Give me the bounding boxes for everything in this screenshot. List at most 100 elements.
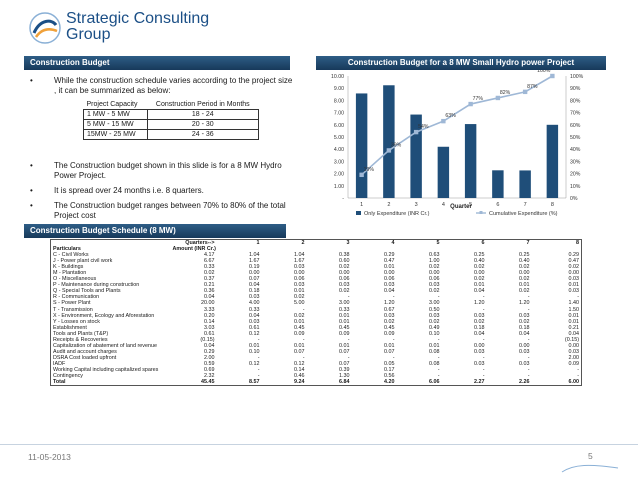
- y-left-tick-label: 4.00: [334, 147, 344, 153]
- cumulative-data-label: 63%: [445, 113, 456, 119]
- cumulative-point: [441, 118, 446, 124]
- value-cell: 0.07: [384, 348, 395, 355]
- value-cell: -: [527, 294, 530, 301]
- table-row: K - Buildings 0.33 0.19 0.03 0.02 0.01 0.02 0.0…: [51, 264, 582, 270]
- table-row: Capitalization of abatement of land reve…: [51, 343, 582, 349]
- bullet-glyph: •: [30, 161, 33, 170]
- table-row: P - Maintenance during construction 0.21 0…: [51, 282, 582, 288]
- value-cell: 0.04: [204, 342, 215, 349]
- value-cell: 0.07: [339, 360, 350, 367]
- capacity-row: 15MW - 25 MW 24 - 36: [83, 129, 260, 140]
- value-cell: -: [257, 373, 260, 380]
- value-cell: 0.00: [568, 342, 580, 349]
- value-cell: -: [577, 373, 579, 380]
- value-cell: 0.06: [294, 276, 305, 283]
- particular-cell: IADF: [53, 360, 66, 367]
- value-cell: -: [482, 294, 485, 301]
- value-cell: 0.03: [249, 294, 260, 301]
- y-left-tick-label: 5.00: [334, 135, 344, 141]
- bullet-text: It is spread over 24 months i.e. 8 quart…: [54, 186, 204, 195]
- particular-cell: Contingency: [53, 373, 83, 380]
- quarters-header-row: Quarters--> 1 2 3 4 5 6 7 8: [51, 240, 582, 247]
- value-cell: 0.02: [474, 318, 485, 325]
- cumulative-data-label: 82%: [500, 90, 511, 96]
- value-cell: 0.02: [519, 288, 530, 295]
- particular-cell: K - Buildings: [53, 264, 84, 271]
- x-tick-label: 5: [469, 202, 472, 208]
- cumulative-data-label: 54%: [418, 124, 429, 130]
- total-value-cell: 2.27: [474, 379, 485, 386]
- bullet-glyph: •: [30, 76, 33, 85]
- value-cell: 0.12: [294, 360, 305, 367]
- value-cell: 0.08: [429, 348, 440, 355]
- value-cell: -: [257, 366, 260, 373]
- value-cell: 4.00: [249, 300, 260, 307]
- value-cell: -: [482, 336, 485, 343]
- x-tick-label: 3: [415, 202, 418, 208]
- value-cell: 0.02: [339, 288, 350, 295]
- bullet-text: The Construction budget ranges between 7…: [54, 201, 286, 220]
- cumulative-point: [386, 148, 392, 153]
- y-left-tick-label: 6.00: [334, 123, 344, 129]
- value-cell: -: [577, 366, 579, 373]
- period-cell: 24 - 36: [146, 129, 260, 140]
- table-row: Tools and Plants (T&P) 0.61 0.12 0.09 0.09 0.…: [51, 331, 582, 337]
- value-cell: 0.01: [568, 312, 580, 319]
- x-tick-label: 4: [442, 202, 445, 208]
- value-cell: 0.38: [339, 252, 350, 259]
- x-tick-label: 6: [496, 202, 499, 208]
- cumulative-data-label: 39%: [391, 142, 402, 148]
- quarter-header-cell: 3: [346, 240, 350, 246]
- value-cell: -: [437, 354, 440, 361]
- value-cell: -: [527, 306, 530, 313]
- value-cell: 0.01: [568, 318, 580, 325]
- table-row: Contingency 2.32 - 0.46 1.30 0.56 - - - -: [51, 373, 582, 379]
- particulars-header-row: Particulars Amount (INR Cr.): [51, 246, 582, 252]
- footer-date: 11-05-2013: [28, 452, 71, 462]
- table-row: M - Plantation 0.02 0.00 0.00 0.00 0.00 0.00 0.…: [51, 270, 582, 276]
- value-cell: 0.03: [294, 282, 305, 289]
- value-cell: 0.03: [429, 312, 440, 319]
- total-value-cell: 45.45: [201, 379, 215, 386]
- capacity-cell: 15MW - 25 MW: [83, 129, 148, 140]
- value-cell: 0.14: [294, 366, 305, 373]
- y-left-tick-label: 3.00: [334, 159, 344, 165]
- value-cell: 0.33: [204, 264, 215, 271]
- value-cell: 0.07: [294, 348, 305, 355]
- value-cell: 0.40: [519, 258, 530, 265]
- value-cell: 0.01: [339, 342, 350, 349]
- y-right-tick-label: 20%: [570, 172, 581, 178]
- value-cell: 0.03: [519, 360, 530, 367]
- amount-label: Amount (INR Cr.): [172, 246, 216, 253]
- value-cell: 0.03: [568, 288, 580, 295]
- value-cell: 0.61: [249, 324, 260, 331]
- value-cell: -: [347, 336, 350, 343]
- value-cell: 1.20: [384, 300, 395, 307]
- cumulative-point: [522, 89, 528, 95]
- total-value-cell: 4.20: [384, 379, 395, 386]
- particular-cell: C - Civil Works: [53, 252, 89, 259]
- total-value-cell: 6.06: [429, 379, 440, 386]
- value-cell: 0.09: [568, 360, 580, 367]
- value-cell: 0.03: [474, 312, 485, 319]
- quarter-header-cell: 5: [436, 240, 440, 246]
- value-cell: 0.01: [474, 282, 485, 289]
- value-cell: 0.02: [519, 276, 530, 283]
- value-cell: 0.12: [249, 360, 260, 367]
- value-cell: 1.50: [568, 306, 580, 313]
- chart-bar: [355, 93, 368, 198]
- y-right-tick-label: 40%: [570, 147, 581, 153]
- y-right-tick-label: 100%: [570, 74, 584, 80]
- total-value-cell: 6.00: [568, 379, 580, 386]
- x-tick-label: 7: [524, 202, 527, 208]
- value-cell: 0.61: [204, 330, 215, 337]
- value-cell: 0.10: [249, 348, 260, 355]
- value-cell: 0.47: [384, 258, 395, 265]
- value-cell: 0.02: [384, 318, 395, 325]
- value-cell: 0.01: [519, 282, 530, 289]
- value-cell: 0.00: [249, 270, 260, 277]
- value-cell: 0.67: [384, 306, 395, 313]
- value-cell: 1.04: [294, 252, 305, 259]
- cumulative-point: [468, 101, 473, 107]
- logo-line-2: Group: [66, 26, 111, 43]
